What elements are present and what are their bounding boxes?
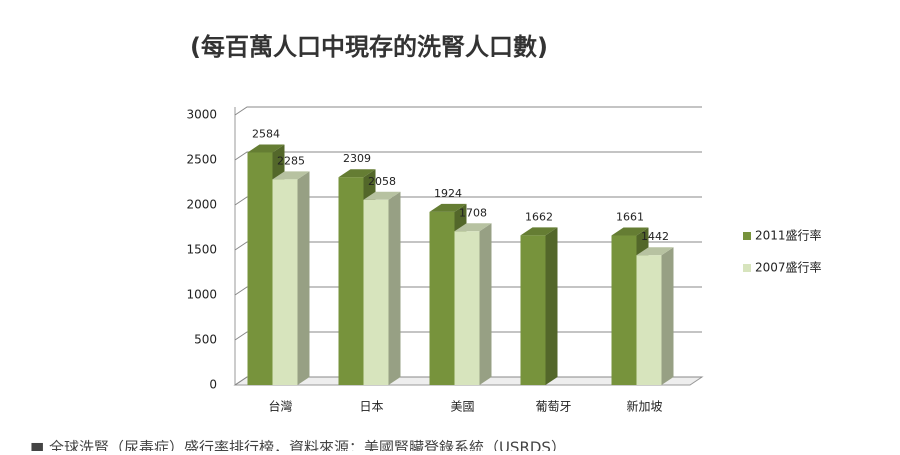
x-tick-label: 日本 [359, 400, 383, 414]
bar-top [429, 203, 467, 212]
bar [454, 231, 480, 385]
bar-top [611, 227, 649, 236]
y-tick-label: 1500 [186, 243, 217, 257]
bar-side [661, 247, 674, 385]
grid-line [234, 151, 702, 161]
bar-top [454, 223, 492, 232]
bar [611, 235, 637, 385]
bar [272, 179, 298, 385]
value-label: 1708 [459, 206, 487, 219]
y-tick-label: 2000 [186, 198, 217, 212]
legend-swatch [743, 232, 751, 240]
bar [363, 199, 389, 385]
legend-label: 2007盛行率 [755, 260, 822, 275]
bar [247, 152, 273, 385]
bar-side [297, 171, 310, 385]
value-label: 1661 [616, 211, 644, 224]
bar-top [338, 169, 376, 178]
bar-top [272, 171, 310, 180]
bar-top [363, 191, 401, 200]
value-label: 1924 [434, 187, 462, 200]
y-tick-label: 3000 [186, 108, 217, 122]
y-tick-label: 500 [194, 333, 217, 347]
bar-top [520, 227, 558, 236]
bar-top [247, 144, 285, 153]
y-tick-label: 1000 [186, 288, 217, 302]
bar-side [545, 227, 558, 385]
y-tick-label: 0 [209, 378, 217, 392]
x-tick-label: 美國 [450, 400, 474, 414]
bar-side [388, 191, 401, 385]
bar [429, 211, 455, 385]
value-label: 2285 [277, 154, 305, 167]
footnote: ■ 全球洗腎（尿毒症）盛行率排行榜，資料來源：美國腎臟登錄系統（USRDS） [30, 439, 566, 452]
bar-top [636, 247, 674, 256]
x-tick-label: 葡萄牙 [535, 400, 571, 414]
value-label: 2309 [343, 152, 371, 165]
x-tick-label: 新加坡 [626, 399, 662, 414]
y-tick-label: 2500 [186, 153, 217, 167]
bar-side [479, 223, 492, 385]
value-label: 1442 [641, 230, 669, 243]
bar [338, 177, 364, 385]
bar [520, 235, 546, 385]
legend-swatch [743, 264, 751, 272]
bar [636, 255, 662, 385]
chart-title: (每百萬人口中現存的洗腎人口數) [190, 33, 548, 61]
value-label: 1662 [525, 210, 553, 223]
grid-line [234, 106, 702, 116]
grid-line [234, 196, 702, 206]
x-tick-label: 台灣 [268, 399, 292, 414]
value-label: 2058 [368, 175, 396, 188]
value-label: 2584 [252, 127, 280, 140]
legend-label: 2011盛行率 [755, 228, 822, 243]
